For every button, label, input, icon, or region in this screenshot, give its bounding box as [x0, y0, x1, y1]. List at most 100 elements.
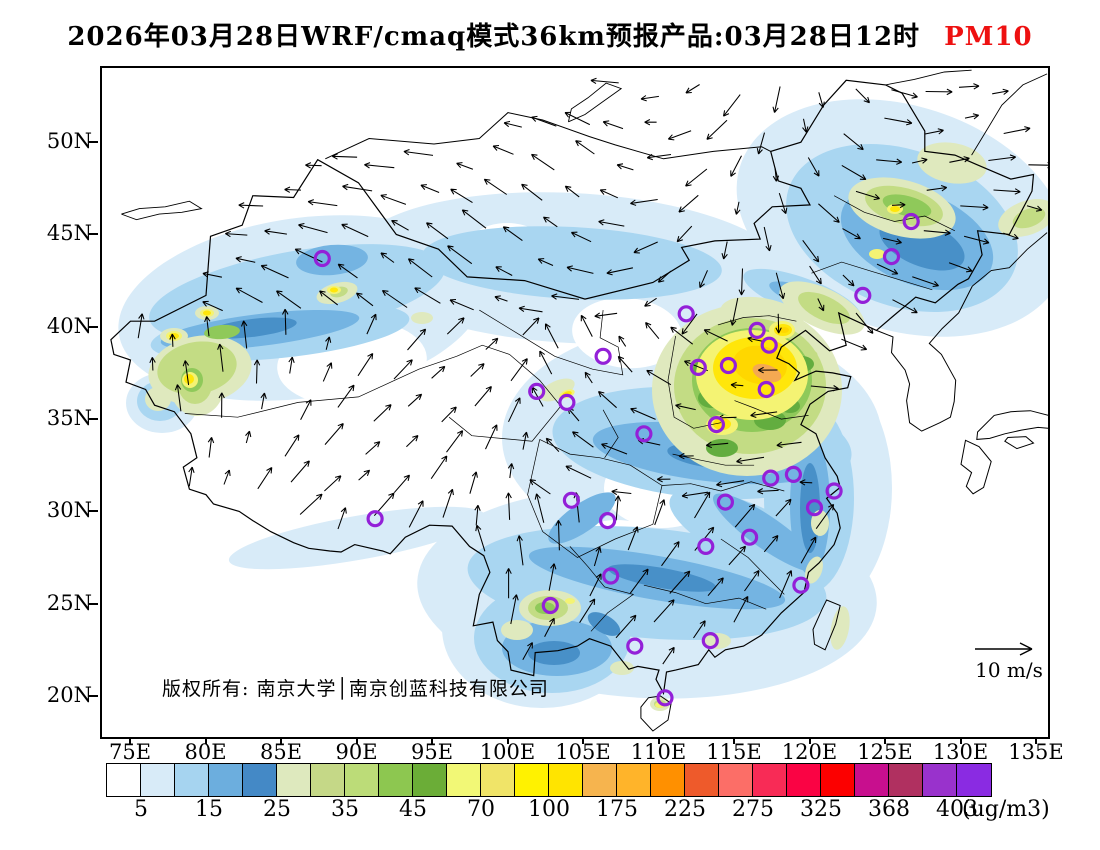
pm10-concentration-map: [110, 69, 1048, 732]
wind-vector-arrow: [305, 162, 322, 169]
wind-vector-arrow: [407, 393, 423, 407]
wind-vector-arrow: [253, 359, 261, 384]
wind-vector-arrow: [518, 305, 543, 313]
pm10-field-blob: [145, 387, 171, 411]
wind-vector-arrow: [802, 118, 809, 133]
wind-vector-arrow: [750, 411, 778, 418]
wind-vector-arrow: [730, 155, 742, 177]
lon-axis-label: 95E: [410, 740, 454, 764]
lon-tick-mark: [884, 737, 886, 744]
wind-vector-arrow: [260, 392, 267, 410]
wind-vector-arrow: [431, 365, 446, 379]
lon-axis-label: 120E: [781, 740, 838, 764]
wind-vector-arrow: [555, 520, 562, 551]
geography-line: [972, 232, 1048, 287]
wind-vector-arrow: [662, 646, 675, 665]
lon-tick-mark: [1035, 737, 1037, 744]
copyright-text: 版权所有: 南京大学│南京创蓝科技有限公司: [162, 678, 549, 700]
wind-vector-arrow: [522, 317, 540, 336]
wind-vector-arrow: [414, 287, 441, 304]
wind-vector-arrow: [800, 536, 817, 564]
city-marker-urumqi: [313, 249, 331, 268]
city-marker-taiyuan: [689, 358, 707, 376]
wind-vector-arrow: [337, 384, 355, 408]
wind-vector-arrow: [992, 88, 1009, 95]
wind-vector-arrow: [564, 111, 591, 126]
city-marker-chongqing: [599, 512, 617, 530]
wind-vector-arrow: [342, 183, 373, 192]
wind-vector-arrow: [756, 132, 766, 155]
pm10-field-blob: [528, 641, 580, 665]
colorbar-tick-label: 35: [331, 797, 359, 822]
wind-vector-arrow: [876, 158, 903, 165]
wind-vector-arrow: [450, 188, 473, 204]
wind-vector-arrow: [843, 133, 864, 151]
wind-vector-arrow: [602, 120, 624, 130]
city-marker-lhasa: [366, 510, 384, 528]
city-marker-nanchang: [740, 528, 759, 546]
wind-vector-arrow: [618, 335, 627, 347]
colorbar-box: [243, 764, 277, 796]
province-border: [184, 355, 457, 418]
wind-vector-arrow: [365, 441, 381, 455]
wind-vector-arrow: [722, 94, 741, 117]
china-outline: [110, 79, 1035, 696]
wind-vector-arrow: [681, 491, 709, 499]
wind-vector-arrow: [521, 183, 543, 201]
wind-vector-arrow: [633, 241, 658, 254]
wind-vector-arrow: [716, 480, 745, 488]
wind-vector-arrow: [169, 333, 176, 347]
province-border: [667, 335, 721, 429]
wind-vector-arrow: [393, 474, 411, 494]
wind-vector-arrow: [299, 493, 323, 515]
wind-vector-arrow: [545, 437, 560, 452]
wind-vector-arrow: [548, 563, 557, 591]
colorbar-unit-label: (ug/m3): [962, 797, 1050, 822]
taiwan-outline: [812, 599, 841, 651]
wind-vector-arrow: [707, 577, 724, 597]
wind-vector-arrow: [817, 298, 825, 312]
colorbar-tick-label: 70: [467, 797, 495, 822]
wind-vector-arrow: [358, 469, 371, 481]
city-marker-lanzhou: [558, 393, 576, 411]
wind-vector-arrow: [257, 467, 273, 490]
wind-vector-arrow: [589, 573, 602, 597]
wind-vector-arrow: [537, 258, 554, 266]
wind-vector-arrow: [960, 204, 989, 211]
wind-vector-arrow: [446, 317, 465, 335]
pm10-field-blob: [548, 492, 616, 544]
wind-vector-arrow: [149, 357, 156, 371]
wind-vector-arrow: [775, 272, 786, 300]
wind-vector-arrow: [337, 263, 358, 279]
wind-vector-arrow: [730, 381, 744, 389]
lon-tick-mark: [506, 737, 509, 744]
colorbar-box: [311, 764, 345, 796]
lon-tick-mark: [355, 737, 358, 744]
wind-vector-arrow: [884, 117, 913, 126]
wind-vector-arrow: [661, 541, 680, 567]
wind-vector-arrow: [483, 178, 507, 195]
lat-tick-mark: [89, 417, 98, 420]
colorbar-box: [957, 764, 991, 796]
colorbar-box: [617, 764, 651, 796]
lat-axis-label: 20N: [46, 682, 92, 707]
colorbar-box: [107, 764, 141, 796]
wind-vector-arrow: [644, 119, 657, 126]
wind-vector-arrow: [685, 168, 708, 187]
wind-vector-arrow: [855, 312, 874, 334]
wind-vector-arrow: [474, 386, 492, 407]
wind-vector-arrow: [763, 535, 779, 553]
pm10-field-blob: [565, 598, 575, 604]
figure-title: 2026年03月28日WRF/cmaq模式36km预报产品:03月28日12时 …: [0, 16, 1100, 53]
wind-vector-arrow: [235, 256, 256, 263]
wind-vector-arrow: [775, 313, 782, 334]
wind-vector-arrow: [669, 570, 691, 594]
colorbar-box: [277, 764, 311, 796]
pm10-field-blob: [607, 564, 717, 592]
wind-vector-arrow: [579, 598, 596, 623]
wind-vector-arrow: [566, 265, 594, 274]
wind-vector-arrow: [799, 479, 813, 486]
wind-vector-arrow: [182, 360, 190, 386]
wind-vector-arrow: [223, 469, 231, 485]
lon-axis-label: 75E: [108, 740, 152, 764]
